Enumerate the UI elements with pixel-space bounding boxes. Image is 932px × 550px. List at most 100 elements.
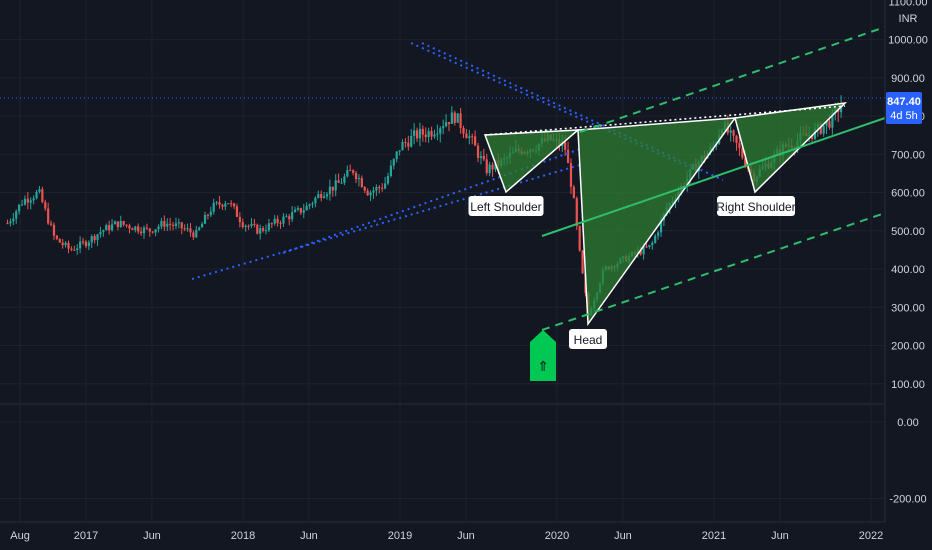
candle-body: [415, 130, 419, 139]
candle-body: [90, 236, 93, 243]
candle: [221, 203, 224, 211]
candle: [201, 221, 204, 228]
candle: [572, 184, 575, 199]
candle-body: [253, 223, 256, 225]
candle: [363, 186, 366, 194]
candle-body: [264, 230, 268, 232]
candle-body: [442, 126, 445, 129]
candle-body: [23, 198, 27, 205]
candle-body: [482, 156, 485, 160]
candle: [122, 220, 125, 227]
candle: [325, 191, 329, 200]
candle-body: [471, 136, 474, 138]
candle-body: [105, 225, 108, 231]
candle-body: [244, 225, 247, 228]
candle-body: [148, 228, 151, 232]
candle-body: [76, 248, 79, 251]
candle: [648, 244, 651, 249]
candle-body: [52, 224, 56, 236]
candle-body: [383, 183, 387, 189]
candle: [343, 173, 346, 186]
candle: [142, 225, 146, 239]
candle-body: [276, 218, 279, 224]
candle-body: [261, 228, 265, 231]
candle-body: [79, 241, 82, 249]
candle: [485, 153, 488, 176]
candle-body: [238, 216, 241, 222]
candle: [349, 164, 352, 172]
candle-body: [447, 122, 451, 124]
candle-body: [119, 221, 122, 228]
y-tick-label: 100.00: [891, 379, 925, 391]
price-axis[interactable]: -200.00 0.00 100.00 200.00 300.00 400.00 500.0…: [888, 0, 928, 505]
candle: [29, 197, 32, 210]
candle-body: [35, 191, 38, 199]
candle: [279, 220, 282, 229]
candle-body: [38, 189, 41, 192]
candle: [9, 218, 12, 227]
candle-body: [215, 202, 218, 204]
candle: [383, 176, 387, 190]
candle-body: [256, 224, 259, 234]
candle: [41, 186, 44, 204]
candle-body: [18, 204, 21, 212]
pattern-drawings: ⇑ Left Shoulder Head Right Shoulder: [191, 26, 886, 381]
candle: [346, 165, 349, 178]
candle-body: [224, 203, 227, 207]
annotation-box: [468, 196, 544, 216]
candle: [183, 224, 186, 232]
candle: [427, 127, 430, 143]
candle-body: [41, 189, 44, 203]
candle: [337, 173, 340, 183]
candle: [407, 135, 410, 151]
candle: [250, 218, 253, 229]
candle-body: [363, 187, 366, 191]
candle-body: [55, 235, 58, 239]
candle-body: [64, 242, 67, 246]
candle: [76, 244, 79, 255]
candle: [375, 184, 378, 197]
candle: [148, 228, 151, 237]
candle: [482, 148, 485, 162]
candle-body: [398, 150, 401, 152]
candle: [331, 186, 334, 197]
candle-body: [375, 186, 378, 191]
candle: [119, 215, 122, 228]
candle: [447, 121, 451, 132]
candle-body: [209, 211, 212, 216]
candle: [651, 240, 654, 250]
candle-body: [337, 180, 340, 183]
candle-body: [250, 223, 253, 226]
candle-body: [317, 194, 320, 198]
candle-body: [462, 128, 465, 134]
candle-body: [58, 238, 61, 243]
candle-body: [20, 204, 24, 206]
candle: [360, 175, 363, 188]
candle-body: [822, 125, 825, 134]
candle-body: [302, 210, 305, 213]
candle: [67, 240, 70, 254]
candle: [84, 239, 88, 249]
right-shoulder-triangle: [734, 101, 848, 194]
candle-body: [407, 142, 410, 147]
candle: [825, 120, 828, 135]
candle-body: [134, 226, 137, 230]
candle-body: [247, 225, 250, 227]
candle: [398, 150, 401, 156]
candle: [6, 219, 9, 225]
candle-body: [291, 212, 294, 220]
time-axis[interactable]: Aug 2017 Jun 2018 Jun 2019 Jun 2020 Jun 2021 Jun 20…: [10, 530, 883, 542]
x-tick-label: 2021: [702, 530, 726, 542]
candle: [261, 225, 265, 233]
candle: [581, 250, 584, 274]
candle-body: [372, 190, 375, 193]
x-tick-label: Jun: [771, 530, 789, 542]
candle: [189, 223, 192, 237]
y-tick-label: -200.00: [889, 493, 926, 505]
candle-body: [6, 223, 9, 225]
candle: [491, 162, 494, 177]
candle: [215, 200, 218, 206]
candle: [206, 213, 210, 220]
